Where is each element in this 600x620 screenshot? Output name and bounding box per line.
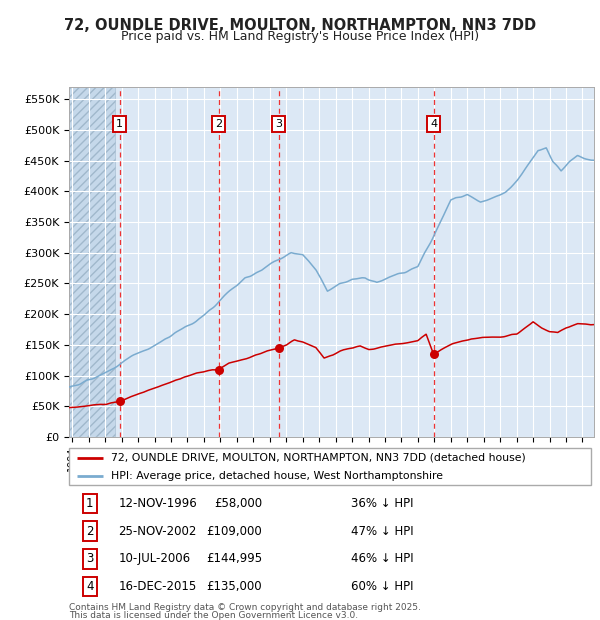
Text: Price paid vs. HM Land Registry's House Price Index (HPI): Price paid vs. HM Land Registry's House … xyxy=(121,30,479,43)
Text: 16-DEC-2015: 16-DEC-2015 xyxy=(119,580,197,593)
FancyBboxPatch shape xyxy=(69,448,591,485)
Text: £58,000: £58,000 xyxy=(214,497,262,510)
Text: 72, OUNDLE DRIVE, MOULTON, NORTHAMPTON, NN3 7DD: 72, OUNDLE DRIVE, MOULTON, NORTHAMPTON, … xyxy=(64,18,536,33)
Text: £109,000: £109,000 xyxy=(206,525,262,538)
Bar xyxy=(69,87,115,437)
Text: 1: 1 xyxy=(86,497,94,510)
Text: 4: 4 xyxy=(86,580,94,593)
Text: 3: 3 xyxy=(275,118,282,129)
Text: 1: 1 xyxy=(116,118,123,129)
Text: 46% ↓ HPI: 46% ↓ HPI xyxy=(351,552,413,565)
Text: This data is licensed under the Open Government Licence v3.0.: This data is licensed under the Open Gov… xyxy=(69,611,358,620)
Text: Contains HM Land Registry data © Crown copyright and database right 2025.: Contains HM Land Registry data © Crown c… xyxy=(69,603,421,612)
Text: 12-NOV-1996: 12-NOV-1996 xyxy=(119,497,197,510)
Text: 72, OUNDLE DRIVE, MOULTON, NORTHAMPTON, NN3 7DD (detached house): 72, OUNDLE DRIVE, MOULTON, NORTHAMPTON, … xyxy=(111,453,526,463)
Text: 60% ↓ HPI: 60% ↓ HPI xyxy=(351,580,413,593)
Text: 2: 2 xyxy=(215,118,223,129)
Text: 36% ↓ HPI: 36% ↓ HPI xyxy=(351,497,413,510)
Text: 3: 3 xyxy=(86,552,94,565)
Text: £144,995: £144,995 xyxy=(206,552,262,565)
Text: 47% ↓ HPI: 47% ↓ HPI xyxy=(351,525,413,538)
Text: 4: 4 xyxy=(430,118,437,129)
Text: 25-NOV-2002: 25-NOV-2002 xyxy=(119,525,197,538)
Text: HPI: Average price, detached house, West Northamptonshire: HPI: Average price, detached house, West… xyxy=(111,471,443,480)
Text: 10-JUL-2006: 10-JUL-2006 xyxy=(119,552,191,565)
Text: 2: 2 xyxy=(86,525,94,538)
Text: £135,000: £135,000 xyxy=(206,580,262,593)
